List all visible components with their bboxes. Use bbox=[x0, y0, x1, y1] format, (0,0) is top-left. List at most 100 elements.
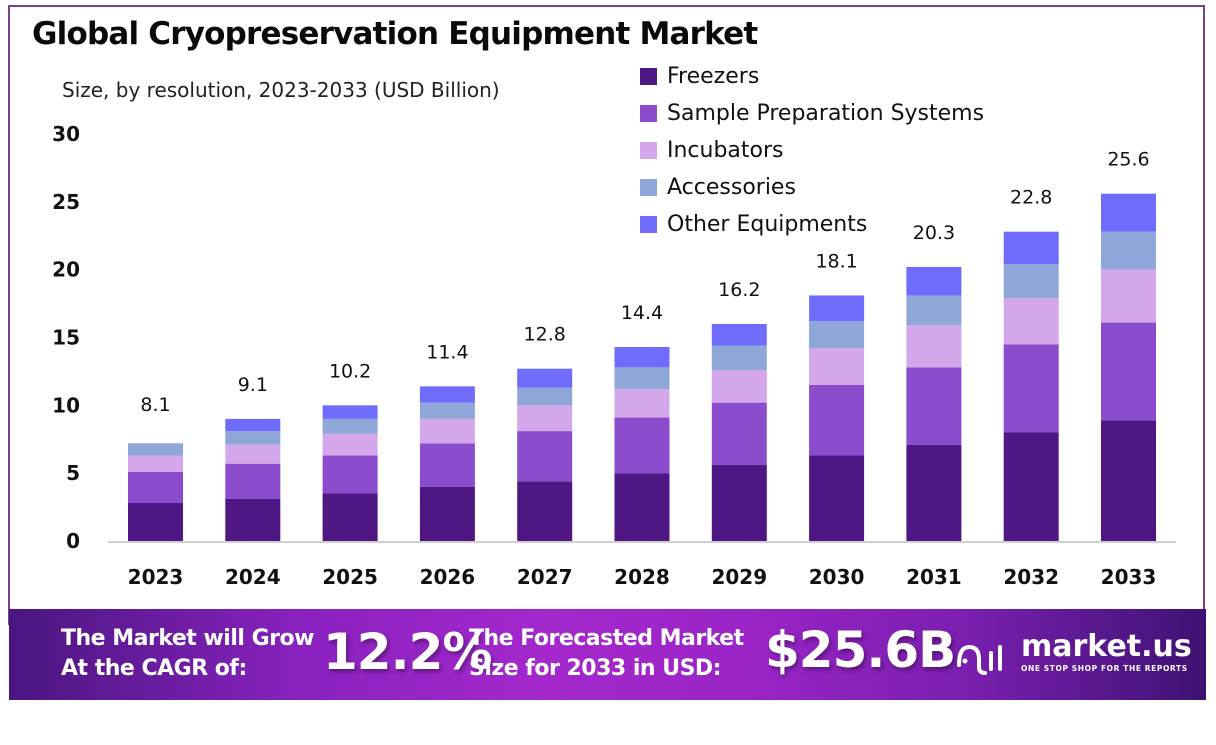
y-tick-label: 20 bbox=[52, 258, 80, 282]
total-label: 18.1 bbox=[815, 250, 857, 272]
cagr-value: 12.2% bbox=[323, 623, 492, 681]
legend-item-sample-preparation-systems: Sample Preparation Systems bbox=[640, 95, 984, 132]
legend-swatch bbox=[640, 105, 657, 122]
y-tick-label: 10 bbox=[52, 393, 80, 417]
bars bbox=[128, 193, 1156, 541]
bar-stack-2032 bbox=[1003, 231, 1059, 541]
chart-frame bbox=[8, 5, 1205, 625]
x-axis: 2023 2024 2025 2026 2027 2028 2029 2030 2031 2032… bbox=[128, 565, 1157, 589]
bar-segment-sample-preparation-systems bbox=[809, 384, 865, 456]
bar-segment-incubators bbox=[322, 433, 378, 456]
legend-label: Sample Preparation Systems bbox=[667, 101, 985, 126]
bar-stack-2027 bbox=[517, 368, 573, 541]
forecast-value: $25.6B bbox=[765, 621, 956, 679]
bar-segment-sample-preparation-systems bbox=[225, 463, 281, 499]
total-label: 8.1 bbox=[140, 394, 170, 416]
x-tick-label: 2025 bbox=[322, 565, 378, 589]
legend-swatch bbox=[640, 179, 657, 196]
total-label: 10.2 bbox=[329, 360, 371, 382]
cagr-caption: The Market will Grow At the CAGR of: bbox=[61, 624, 314, 684]
total-labels: 8.1 9.1 10.2 11.4 12.8 14.4 16.2 18.1 20.3 22.8 25… bbox=[140, 149, 1149, 416]
bar-segment-accessories bbox=[614, 367, 670, 390]
bar-segment-sample-preparation-systems bbox=[322, 455, 378, 494]
bar-segment-other-equipments bbox=[809, 295, 865, 322]
bar-stack-2026 bbox=[419, 386, 475, 541]
bar-segment-sample-preparation-systems bbox=[419, 443, 475, 487]
total-label: 12.8 bbox=[524, 324, 566, 346]
bar-stack-2031 bbox=[906, 266, 962, 541]
legend-label: Freezers bbox=[667, 64, 760, 89]
bar-segment-freezers bbox=[128, 503, 183, 541]
bar-segment-other-equipments bbox=[614, 346, 670, 368]
legend-swatch bbox=[640, 68, 657, 85]
bar-segment-other-equipments bbox=[711, 323, 767, 346]
legend-label: Other Equipments bbox=[667, 212, 868, 237]
bar-segment-accessories bbox=[517, 387, 573, 406]
bar-segment-freezers bbox=[906, 444, 962, 541]
y-axis: 0 5 10 15 20 25 30 bbox=[52, 122, 80, 553]
bar-segment-other-equipments bbox=[906, 266, 962, 296]
bar-stack-2023 bbox=[128, 443, 183, 541]
y-tick-label: 30 bbox=[52, 122, 80, 146]
y-tick-label: 0 bbox=[66, 529, 80, 553]
bar-stack-2029 bbox=[711, 323, 767, 541]
bar-segment-accessories bbox=[419, 402, 475, 419]
bar-segment-incubators bbox=[614, 389, 670, 418]
legend-item-incubators: Incubators bbox=[640, 132, 984, 169]
bar-segment-incubators bbox=[1101, 269, 1156, 323]
bar-segment-freezers bbox=[809, 455, 865, 541]
bar-segment-freezers bbox=[419, 486, 475, 541]
total-label: 14.4 bbox=[621, 302, 663, 324]
x-tick-label: 2028 bbox=[614, 565, 670, 589]
y-tick-label: 15 bbox=[52, 326, 80, 350]
legend-label: Accessories bbox=[667, 175, 796, 200]
bar-segment-incubators bbox=[128, 455, 183, 472]
market-us-logo: market.us ONE STOP SHOP FOR THE REPORTS bbox=[1021, 629, 1192, 673]
x-tick-label: 2032 bbox=[1003, 565, 1059, 589]
x-tick-label: 2031 bbox=[906, 565, 962, 589]
total-label: 20.3 bbox=[913, 222, 955, 244]
bar-segment-accessories bbox=[711, 345, 767, 371]
bar-segment-other-equipments bbox=[322, 405, 378, 419]
bar-segment-sample-preparation-systems bbox=[1101, 322, 1156, 421]
legend-item-freezers: Freezers bbox=[640, 58, 984, 95]
bar-segment-other-equipments bbox=[517, 368, 573, 388]
bar-segment-incubators bbox=[711, 370, 767, 403]
bar-segment-other-equipments bbox=[419, 386, 475, 403]
bar-stack-2024 bbox=[225, 418, 281, 541]
y-tick-label: 5 bbox=[66, 461, 80, 485]
forecast-caption-line1: The Forecasted Market bbox=[469, 626, 744, 651]
forecast-caption: The Forecasted Market Size for 2033 in U… bbox=[469, 624, 744, 684]
bar-segment-freezers bbox=[1101, 420, 1156, 541]
bar-segment-sample-preparation-systems bbox=[711, 402, 767, 466]
x-tick-label: 2029 bbox=[711, 565, 767, 589]
market-us-logo-icon bbox=[957, 644, 1002, 675]
legend-item-accessories: Accessories bbox=[640, 169, 984, 206]
bar-segment-sample-preparation-systems bbox=[1003, 344, 1059, 433]
bar-segment-freezers bbox=[614, 473, 670, 541]
legend-item-other-equipments: Other Equipments bbox=[640, 206, 984, 243]
bar-stack-2028 bbox=[614, 346, 670, 541]
bar-segment-other-equipments bbox=[225, 418, 281, 432]
x-tick-label: 2024 bbox=[225, 565, 281, 589]
logo-tagline: ONE STOP SHOP FOR THE REPORTS bbox=[1021, 664, 1188, 673]
bar-segment-sample-preparation-systems bbox=[128, 471, 183, 504]
bar-segment-sample-preparation-systems bbox=[906, 367, 962, 445]
bar-segment-freezers bbox=[1003, 432, 1059, 541]
x-tick-label: 2027 bbox=[517, 565, 573, 589]
bar-segment-freezers bbox=[322, 493, 378, 541]
bar-segment-other-equipments bbox=[1101, 193, 1156, 232]
cagr-caption-line2: At the CAGR of: bbox=[61, 656, 247, 681]
bar-segment-accessories bbox=[128, 443, 183, 456]
total-label: 9.1 bbox=[238, 374, 268, 396]
bar-segment-incubators bbox=[419, 418, 475, 444]
legend-label: Incubators bbox=[667, 138, 784, 163]
forecast-caption-line2: Size for 2033 in USD: bbox=[469, 656, 721, 681]
bar-segment-accessories bbox=[225, 431, 281, 445]
logo-name: market.us bbox=[1021, 629, 1192, 664]
bar-segment-sample-preparation-systems bbox=[614, 417, 670, 474]
bar-segment-other-equipments bbox=[1003, 231, 1059, 265]
bar-segment-accessories bbox=[1003, 264, 1059, 299]
bar-segment-incubators bbox=[517, 405, 573, 432]
